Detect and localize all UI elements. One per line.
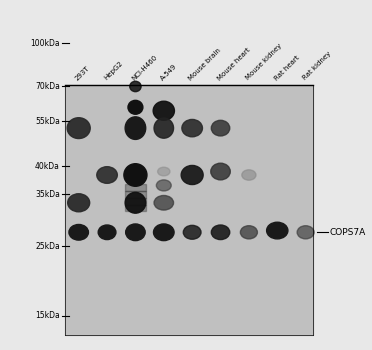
Ellipse shape: [130, 81, 141, 92]
Ellipse shape: [297, 226, 314, 239]
Text: 35kDa: 35kDa: [35, 190, 60, 198]
Text: COPS7A: COPS7A: [329, 228, 366, 237]
Ellipse shape: [181, 166, 203, 184]
Bar: [125, 184, 146, 191]
Ellipse shape: [158, 167, 170, 176]
Text: Rat heart: Rat heart: [273, 54, 300, 81]
Text: A-549: A-549: [160, 63, 178, 81]
Text: 15kDa: 15kDa: [35, 311, 60, 320]
Text: Mouse kidney: Mouse kidney: [245, 43, 283, 81]
Ellipse shape: [68, 194, 90, 212]
Text: 25kDa: 25kDa: [35, 242, 60, 251]
Ellipse shape: [211, 163, 230, 180]
Bar: [65, 85, 314, 335]
Text: HepG2: HepG2: [103, 60, 124, 81]
Text: 40kDa: 40kDa: [35, 162, 60, 171]
Ellipse shape: [154, 196, 174, 210]
Text: 293T: 293T: [74, 64, 91, 81]
Ellipse shape: [125, 117, 146, 139]
Ellipse shape: [240, 226, 257, 239]
Ellipse shape: [124, 164, 147, 186]
Ellipse shape: [97, 167, 117, 183]
Ellipse shape: [69, 224, 89, 240]
Ellipse shape: [183, 225, 201, 239]
Ellipse shape: [126, 224, 145, 241]
Ellipse shape: [211, 225, 230, 240]
Bar: [125, 191, 146, 197]
Ellipse shape: [156, 180, 171, 191]
Bar: [125, 198, 146, 204]
Ellipse shape: [67, 118, 90, 139]
Bar: [125, 205, 146, 211]
Ellipse shape: [267, 222, 288, 239]
Text: NCI-H460: NCI-H460: [131, 54, 159, 81]
Ellipse shape: [98, 225, 116, 240]
Ellipse shape: [182, 119, 202, 137]
Text: Mouse brain: Mouse brain: [188, 47, 222, 81]
Text: Mouse heart: Mouse heart: [216, 46, 251, 81]
Text: 70kDa: 70kDa: [35, 82, 60, 91]
Text: Rat kidney: Rat kidney: [301, 51, 332, 81]
Ellipse shape: [125, 193, 146, 213]
Ellipse shape: [154, 118, 174, 138]
Ellipse shape: [154, 224, 174, 241]
Text: 55kDa: 55kDa: [35, 117, 60, 126]
Ellipse shape: [242, 170, 256, 180]
Ellipse shape: [153, 101, 174, 120]
Text: 100kDa: 100kDa: [30, 38, 60, 48]
Ellipse shape: [211, 120, 230, 136]
Ellipse shape: [128, 100, 143, 114]
